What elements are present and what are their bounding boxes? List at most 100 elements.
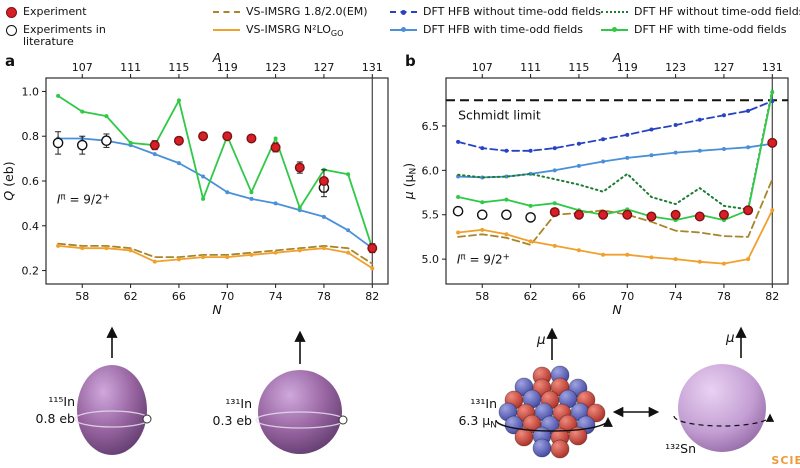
series-marker xyxy=(552,168,557,173)
series-marker xyxy=(273,201,278,206)
deformed-value-label: 0.8 eb xyxy=(36,411,76,426)
series-marker xyxy=(721,261,726,266)
series-marker xyxy=(346,172,351,177)
series-marker xyxy=(673,150,678,155)
series-marker xyxy=(649,153,654,158)
top-tick-label: 131 xyxy=(762,61,783,74)
y-tick-label: 0.4 xyxy=(22,220,40,233)
x-tick-label: 70 xyxy=(620,290,634,303)
series-marker xyxy=(721,147,726,152)
watermark: SCIE xyxy=(771,454,800,467)
legend-item: Experiment xyxy=(6,5,133,19)
sphere-shape xyxy=(678,364,766,452)
legend-label: Experiment xyxy=(23,5,87,18)
panel-letter: a xyxy=(5,52,15,70)
series-marker xyxy=(528,148,533,153)
series-marker xyxy=(176,98,181,103)
experiment-point xyxy=(318,175,329,186)
experiment-point xyxy=(598,209,609,220)
series-marker xyxy=(249,196,254,201)
series-marker xyxy=(552,146,557,151)
x-tick-label: 74 xyxy=(669,290,683,303)
series-marker xyxy=(504,148,509,153)
series-marker xyxy=(673,257,678,262)
x-tick-label: 78 xyxy=(717,290,731,303)
experiment-point xyxy=(549,207,560,218)
chart-panel-b: 58 62 66 70 74 78 82 107 111 115 119 123 127 131 5.0 5.… xyxy=(400,52,800,318)
chart-panel-a: 58 62 66 70 74 78 82 107 111 115 119 123 127 131 0.2 0.… xyxy=(0,52,400,318)
line-swatch-icon xyxy=(213,8,240,17)
series-marker xyxy=(649,255,654,260)
line-swatch-icon xyxy=(601,8,628,17)
series-marker xyxy=(321,214,326,219)
legend-column-hf: DFT HF without time-odd fields DFT HF wit… xyxy=(601,5,800,37)
series-marker xyxy=(456,230,461,235)
series-marker xyxy=(480,200,485,205)
top-axis-title: A xyxy=(212,52,222,65)
series-marker xyxy=(528,203,533,208)
experiment-point xyxy=(670,209,681,220)
legend-label: DFT HFB without time-odd fields xyxy=(423,5,601,18)
legend-column-vsimsrg: VS-IMSRG 1.8/2.0(EM) VS-IMSRG N²LOGO xyxy=(213,5,368,38)
y-tick-label: 5.0 xyxy=(422,253,440,266)
series-marker xyxy=(346,250,351,255)
series-marker xyxy=(770,208,775,213)
series-vs_em xyxy=(457,178,774,246)
top-tick-label: 131 xyxy=(362,61,383,74)
x-tick-label: 66 xyxy=(172,290,186,303)
top-tick-label: 115 xyxy=(168,61,189,74)
top-tick-label: 107 xyxy=(472,61,493,74)
series-vs_n2lo xyxy=(457,209,774,265)
literature-point xyxy=(52,137,64,149)
top-axis-title: A xyxy=(612,52,622,65)
literature-point xyxy=(501,209,512,221)
series-marker xyxy=(552,243,557,248)
series-marker xyxy=(176,257,181,262)
mu-symbol-label: μ xyxy=(536,332,546,348)
experiment-point xyxy=(173,135,184,146)
x-tick-label: 58 xyxy=(75,290,89,303)
legend-item: DFT HF with time-odd fields xyxy=(601,22,800,37)
y-tick-label: 5.5 xyxy=(422,209,440,222)
proton-ball xyxy=(550,439,570,459)
neutron-ball xyxy=(532,438,552,458)
spin-parity-annotation: Iπ = 9/2+ xyxy=(457,253,510,267)
literature-point xyxy=(476,209,488,221)
series-marker xyxy=(456,194,461,199)
legend-label: DFT HF with time-odd fields xyxy=(634,22,787,36)
series-hfb_dashed xyxy=(457,100,774,152)
series-marker xyxy=(225,190,230,195)
literature-point xyxy=(452,205,464,217)
illustrations: ¹¹⁵In 0.8 eb ¹³¹In 0.3 eb ¹³¹In 6.3 μN ¹³²Sn μ μ xyxy=(36,326,775,459)
series-marker xyxy=(504,197,509,202)
series-marker xyxy=(80,109,85,114)
series-vs_n2lo xyxy=(57,244,374,270)
series-marker xyxy=(625,155,630,160)
experiment-point xyxy=(622,209,633,220)
y-axis-title: Q (eb) xyxy=(1,161,16,200)
series-marker xyxy=(273,136,278,141)
spherical-isotope-label: ¹³¹In xyxy=(225,396,252,411)
series-marker xyxy=(249,252,254,257)
series-marker xyxy=(56,243,61,248)
legend-item: DFT HF without time-odd fields xyxy=(601,5,800,19)
series-marker xyxy=(697,117,702,122)
series-marker xyxy=(504,174,509,179)
x-tick-label: 66 xyxy=(572,290,586,303)
y-tick-label: 1.0 xyxy=(22,85,40,98)
legend-label: DFT HFB with time-odd fields xyxy=(423,22,583,36)
legend-label: DFT HF without time-odd fields xyxy=(634,5,800,18)
legend-item: VS-IMSRG 1.8/2.0(EM) xyxy=(213,5,368,19)
y-tick-label: 0.2 xyxy=(22,265,40,278)
series-marker xyxy=(601,252,606,257)
y-axis-title: μ (μN) xyxy=(401,163,419,200)
legend-column-experiment: Experiment Experiments in literature xyxy=(6,5,133,49)
valence-proton-hole xyxy=(142,414,152,424)
series-marker xyxy=(346,228,351,233)
experiment-point xyxy=(767,137,778,148)
series-marker xyxy=(297,248,302,253)
line-swatch-icon xyxy=(601,26,628,35)
x-tick-label: 70 xyxy=(220,290,234,303)
series-marker xyxy=(480,146,485,151)
